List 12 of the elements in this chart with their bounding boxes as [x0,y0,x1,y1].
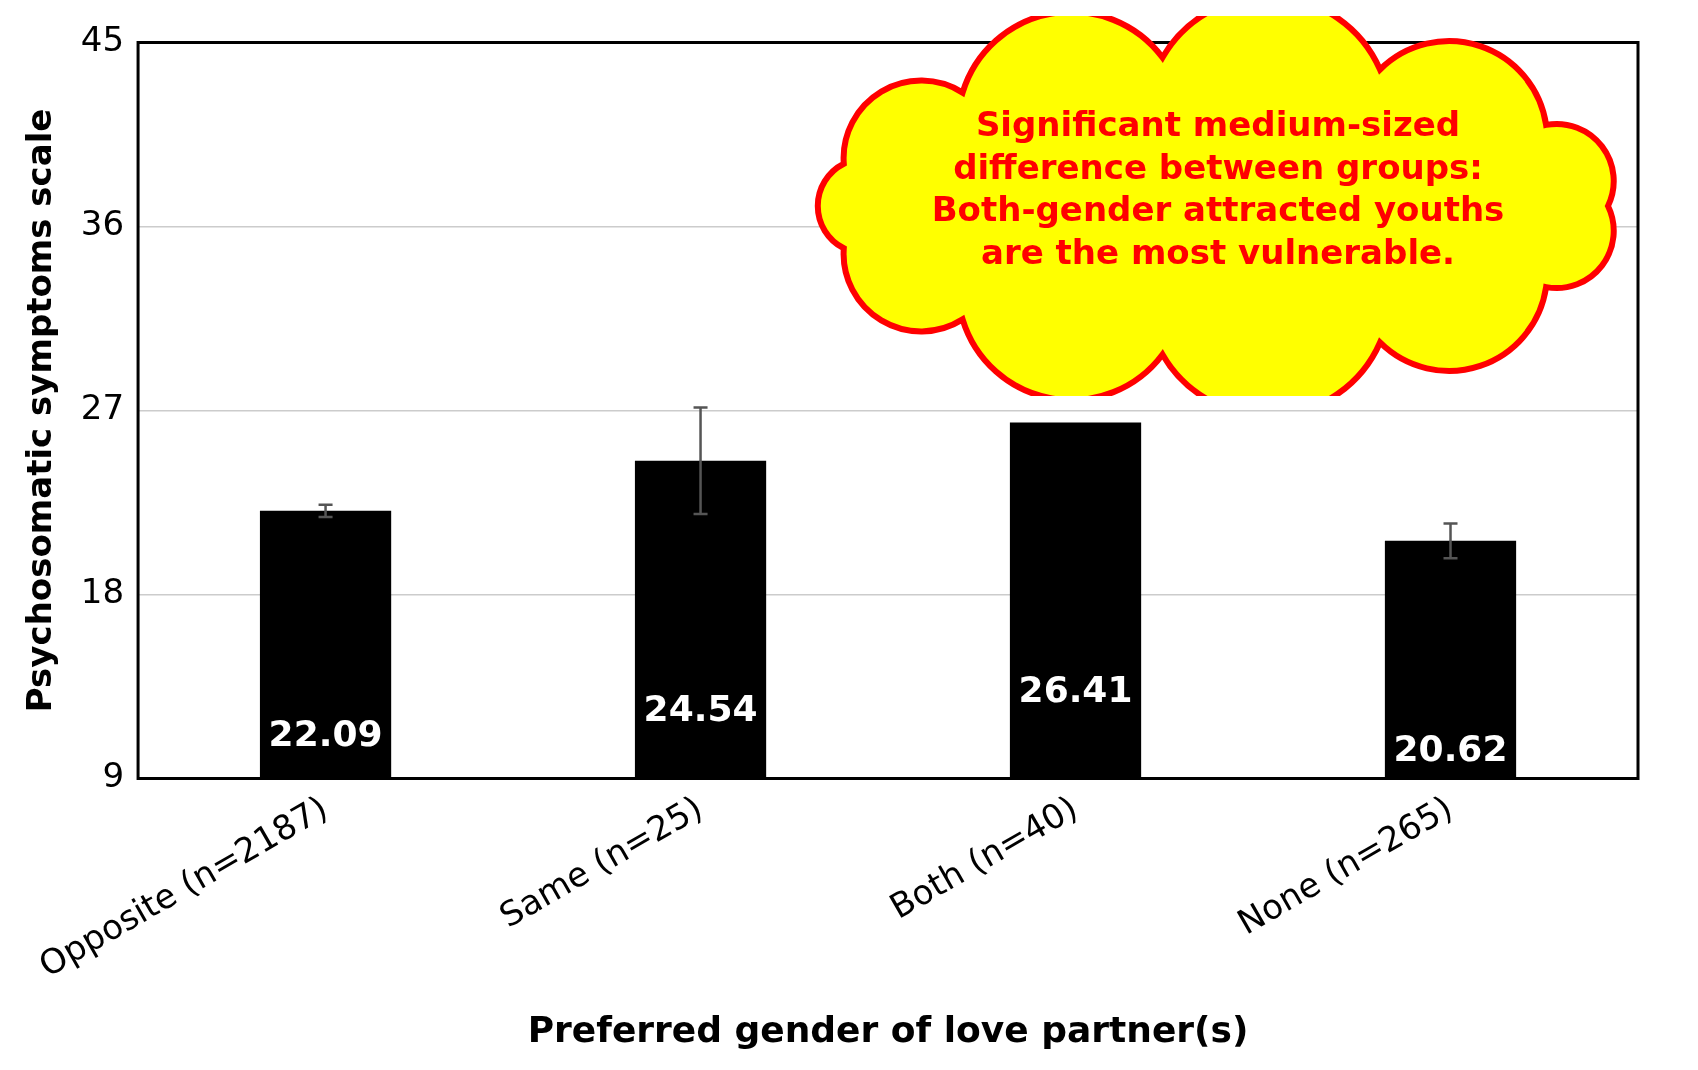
y-tick-label: 45 [80,19,125,60]
data-label: 26.41 [1018,668,1133,710]
data-label: 22.09 [268,712,383,754]
y-tick-label: 27 [80,387,125,428]
x-axis-title: Preferred gender of love partner(s) [527,1008,1249,1050]
data-label: 20.62 [1393,728,1508,770]
y-axis-title: Psychosomatic symptoms scale [19,108,60,713]
y-tick-label: 18 [80,571,125,612]
y-tick-label: 36 [80,203,125,244]
annotation: Significant medium-sized difference between groups: Both-gender attracted youths are the most vulnerable. [930,103,1506,273]
y-tick-label: 9 [102,755,125,796]
data-label: 24.54 [643,687,758,729]
